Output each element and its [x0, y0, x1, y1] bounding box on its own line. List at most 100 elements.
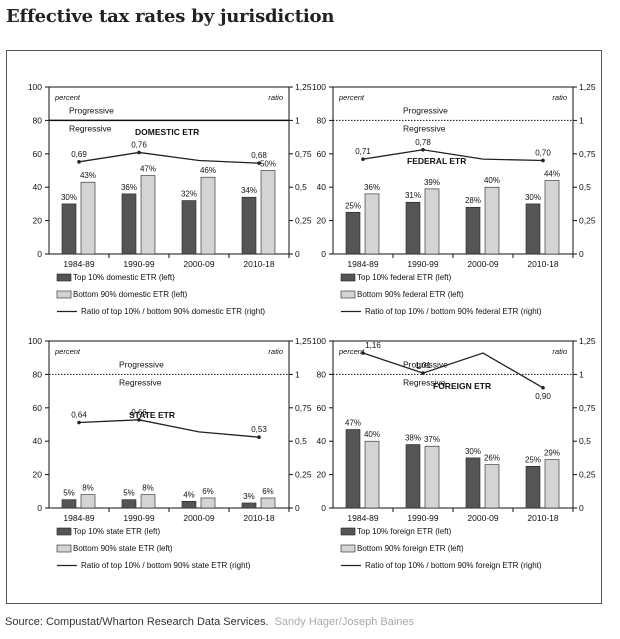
- ratio-line: [362, 149, 544, 162]
- y2-tick-label: 1,25: [295, 336, 312, 346]
- y-axis-label: percent: [338, 93, 365, 102]
- bar: [241, 196, 257, 255]
- bar-data-label: 40%: [484, 176, 500, 185]
- chart-panel-1: 0 20 40 60 80 100 0 0,25 0,5 0,75 1 1,25 percent rati…: [28, 82, 312, 316]
- y2-tick-label: 1,25: [579, 336, 596, 346]
- bar: [424, 445, 440, 509]
- y2-tick-label: 0: [579, 503, 584, 513]
- bar: [465, 206, 481, 255]
- x-tick-label: 1984-89: [63, 513, 94, 523]
- legend-label: Ratio of top 10% / bottom 90% domestic E…: [81, 307, 265, 316]
- y2-tick-label: 1: [579, 115, 584, 125]
- bar: [424, 188, 440, 255]
- reference-label-regressive: Regressive: [69, 123, 112, 133]
- bar-data-label: 8%: [142, 484, 154, 493]
- legend-label: Bottom 90% foreign ETR (left): [357, 544, 464, 553]
- ratio-data-label: 0,66: [131, 408, 147, 417]
- bar: [465, 457, 481, 509]
- legend-label: Bottom 90% state ETR (left): [73, 544, 173, 553]
- reference-label-progressive: Progressive: [119, 359, 164, 369]
- y2-tick-label: 0,5: [295, 436, 307, 446]
- reference-label-progressive: Progressive: [403, 105, 448, 115]
- y2-tick-label: 1: [579, 369, 584, 379]
- bar: [121, 499, 137, 509]
- ratio-data-label: 1,01: [415, 361, 431, 370]
- y-tick-label: 100: [312, 82, 326, 92]
- bar: [241, 502, 257, 509]
- y-tick-label: 0: [321, 503, 326, 513]
- ratio-point: [137, 418, 141, 422]
- y2-tick-label: 1,25: [295, 82, 312, 92]
- y-tick-label: 60: [317, 403, 327, 413]
- bar: [260, 170, 276, 255]
- y-tick-label: 0: [321, 249, 326, 259]
- bar: [140, 494, 156, 509]
- y2-tick-label: 0,75: [295, 149, 312, 159]
- y-tick-label: 80: [317, 369, 327, 379]
- ratio-line: [78, 419, 260, 438]
- y-axis-label: percent: [54, 347, 81, 356]
- x-tick-label: 2000-09: [467, 513, 498, 523]
- reference-label-regressive: Regressive: [403, 123, 446, 133]
- y-tick-label: 100: [28, 336, 42, 346]
- page-title: Effective tax rates by jurisdiction: [6, 6, 335, 27]
- bar: [80, 494, 96, 509]
- ratio-data-label: 0,76: [131, 140, 147, 149]
- y2-tick-label: 0,5: [579, 436, 591, 446]
- y-tick-label: 80: [317, 115, 327, 125]
- ratio-data-label: 0,78: [415, 138, 431, 147]
- legend-label: Top 10% foreign ETR (left): [357, 527, 452, 536]
- chart-panel-4: 0 20 40 60 80 100 0 0,25 0,5 0,75 1 1,25 percent rati…: [312, 336, 596, 570]
- legend-label: Ratio of top 10% / bottom 90% federal ET…: [365, 307, 542, 316]
- ratio-data-label: 0,53: [251, 425, 267, 434]
- bar-data-label: 30%: [61, 193, 77, 202]
- y2-tick-label: 0: [579, 249, 584, 259]
- photo-credit: Sandy Hager/Joseph Baines: [274, 616, 415, 628]
- x-tick-label: 1990-99: [407, 513, 438, 523]
- bar: [544, 459, 560, 509]
- y-tick-label: 40: [33, 436, 43, 446]
- y-tick-label: 40: [33, 182, 43, 192]
- legend-swatch: [56, 273, 72, 282]
- legend-swatch: [56, 527, 72, 536]
- y-tick-label: 20: [317, 470, 327, 480]
- ratio-point: [421, 147, 425, 152]
- bar-data-label: 31%: [405, 191, 421, 200]
- legend-label: Ratio of top 10% / bottom 90% foreign ET…: [365, 561, 542, 570]
- y-tick-label: 80: [33, 369, 43, 379]
- x-tick-label: 2000-09: [183, 513, 214, 523]
- reference-label-regressive: Regressive: [403, 377, 446, 387]
- bar-data-label: 39%: [424, 178, 440, 187]
- bar-data-label: 38%: [405, 434, 421, 443]
- y2-axis-label: ratio: [268, 93, 283, 102]
- ratio-point: [77, 420, 81, 425]
- x-tick-label: 2000-09: [183, 259, 214, 269]
- source-text: Source: Compustat/Wharton Research Data …: [5, 616, 269, 628]
- ratio-point: [137, 150, 141, 155]
- ratio-point: [77, 160, 81, 164]
- y2-tick-label: 0,25: [579, 216, 596, 226]
- chart-title: STATE ETR: [129, 410, 175, 420]
- y-tick-label: 80: [33, 115, 43, 125]
- reference-label-progressive: Progressive: [69, 105, 114, 115]
- y2-tick-label: 0,5: [295, 182, 307, 192]
- x-tick-label: 2010-18: [527, 513, 558, 523]
- ratio-point: [257, 161, 261, 165]
- bar-data-label: 25%: [525, 455, 541, 464]
- y2-tick-label: 0,75: [295, 403, 312, 413]
- bar-data-label: 43%: [80, 171, 96, 180]
- bar: [484, 186, 500, 255]
- legend-label: Top 10% domestic ETR (left): [73, 273, 175, 282]
- y2-tick-label: 0,75: [579, 403, 596, 413]
- bar-data-label: 29%: [544, 449, 560, 458]
- bar: [544, 180, 560, 255]
- bar-data-label: 47%: [345, 419, 361, 428]
- bar: [364, 193, 380, 255]
- y-tick-label: 0: [37, 249, 42, 259]
- bar: [61, 499, 77, 509]
- y-axis-label: percent: [54, 93, 81, 102]
- ratio-data-label: 0,70: [535, 148, 551, 157]
- bar-data-label: 44%: [544, 170, 560, 179]
- ratio-point: [361, 157, 365, 161]
